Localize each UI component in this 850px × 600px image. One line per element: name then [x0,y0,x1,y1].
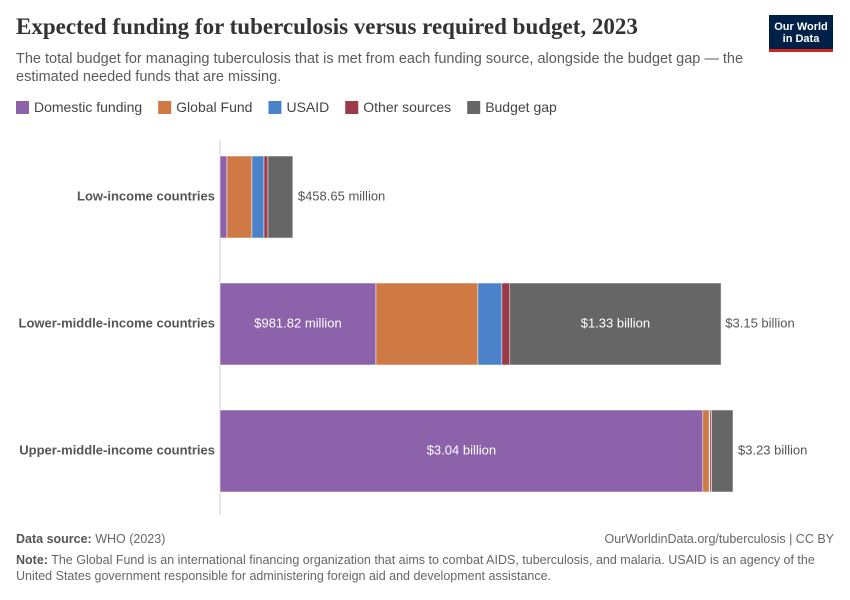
legend-label: Budget gap [485,99,557,115]
bar-segment [219,155,228,239]
category-label: Upper-middle-income countries [19,442,215,457]
category-label: Low-income countries [77,188,215,203]
logo-text: Our World [774,21,828,33]
category-label: Lower-middle-income countries [19,315,215,330]
bar-segment [375,282,479,366]
credit[interactable]: OurWorldinData.org/tuberculosis | CC BY [604,532,835,546]
legend-swatch [268,101,282,114]
total-label: $458.65 million [298,188,385,203]
chart-title: Expected funding for tuberculosis versus… [16,14,638,39]
legend-swatch [345,101,359,114]
note-label: Note: [16,553,48,567]
note: Note: The Global Fund is an internationa… [16,552,834,584]
bar-segment [267,155,294,239]
note-text: The Global Fund is an international fina… [16,553,815,583]
legend-swatch [158,101,172,114]
legend-swatch [467,101,481,114]
source: Data source: WHO (2023) [16,532,165,546]
legend-label: Other sources [363,99,451,115]
bar-segment [702,409,710,493]
chart: Domestic funding Global Fund USAID Other so… [16,99,807,515]
source-label: Data source: [16,532,92,546]
logo[interactable]: Our World in Data [769,15,833,52]
legend-label: USAID [286,99,329,115]
bar-segment [711,409,734,493]
total-label: $3.15 billion [725,315,794,330]
legend-label: Domestic funding [34,99,142,115]
bar-segment [477,282,503,366]
value-label: $1.33 billion [581,315,650,330]
logo-text: in Data [782,33,820,45]
value-label: $3.04 billion [427,442,496,457]
chart-subtitle: The total budget for managing tuberculos… [16,51,744,85]
bar-segment [263,155,269,239]
bar-segment [219,409,704,493]
source-text: WHO (2023) [95,532,166,546]
bar-segment [226,155,253,239]
bar-segment [501,282,511,366]
legend-swatch [16,101,29,114]
bar-segment [251,155,265,239]
bar-segment [509,282,722,366]
total-label: $3.23 billion [738,442,807,457]
bar-segment [219,282,377,366]
footer: Data source: WHO (2023) OurWorldinData.o… [16,532,834,584]
legend-label: Global Fund [176,99,252,115]
value-label: $981.82 million [254,315,341,330]
